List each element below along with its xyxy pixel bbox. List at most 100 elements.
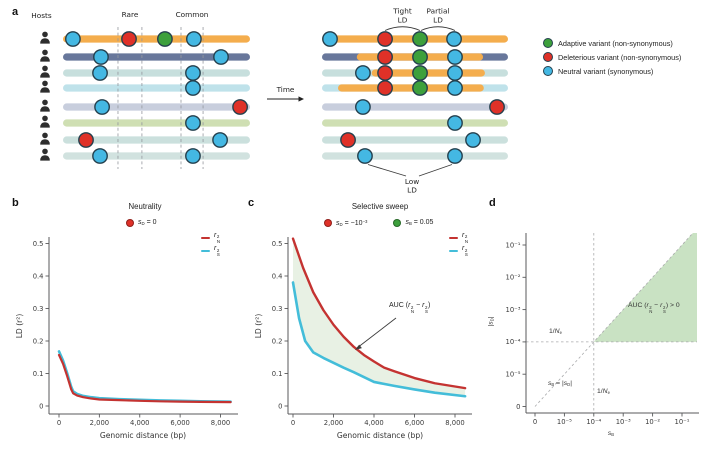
neutral-variant-dot <box>185 65 201 81</box>
adaptive-variant-dot <box>412 65 428 81</box>
x-tick-label: 6,000 <box>170 419 189 427</box>
x-tick-label: 10⁻¹ <box>675 418 690 426</box>
deleterious-dot-icon <box>543 52 553 62</box>
condition-dot-icon <box>393 219 402 227</box>
series-line-icon <box>449 236 458 239</box>
deleterious-variant-dot <box>377 80 393 96</box>
neutral-variant-dot <box>446 31 462 47</box>
neutral-variant-dot <box>94 99 110 115</box>
host-icon <box>40 122 50 128</box>
deleterious-variant-dot <box>489 99 505 115</box>
host-icon <box>42 80 48 87</box>
genome-bar <box>322 152 508 160</box>
y-tick-label: 0 <box>278 402 282 410</box>
panel-c-ylabel: LD (r²) <box>254 314 263 339</box>
legend-entry-label: Adaptive variant (non-synonymous) <box>558 38 673 48</box>
legend-entry-label: Neutral variant (synonymous) <box>558 66 654 76</box>
legend-entry-neutral: Neutral variant (synonymous) <box>543 64 681 78</box>
x-tick-label: 6,000 <box>405 419 424 427</box>
x-tick-label: 4,000 <box>130 419 149 427</box>
host-icon <box>40 87 50 93</box>
neutral-dot-icon <box>543 66 553 76</box>
neutral-variant-dot <box>212 132 228 148</box>
y-tick-label: 0.3 <box>272 305 283 313</box>
y-tick-label: 0.5 <box>272 240 283 248</box>
x-tick-label: 10⁻² <box>645 418 660 426</box>
auc-arrow-head <box>355 344 362 350</box>
auc-arrow <box>356 317 397 349</box>
panel-c-xlabel: Genomic distance (bp) <box>337 431 423 440</box>
adaptive-variant-dot <box>157 31 173 47</box>
panel-d-ne-horizontal-label: 1/Ne <box>549 328 562 336</box>
neutral-variant-dot <box>92 65 108 81</box>
neutral-variant-dot <box>447 80 463 96</box>
neutral-variant-dot <box>447 148 463 164</box>
condition-dot-icon <box>324 219 332 227</box>
series-line-icon <box>449 250 458 253</box>
panel-a-diagram: Hosts Rare Common Time Tight LD Partial … <box>31 7 508 195</box>
tight-ld-label: Tight <box>392 7 412 16</box>
low-ld-label2: LD <box>407 186 417 195</box>
x-tick-label: 0 <box>291 419 295 427</box>
curve-r_N2 <box>57 353 232 404</box>
adaptive-dot-icon <box>543 38 553 48</box>
curve-r_S2 <box>291 281 467 398</box>
panel-b-ylabel: LD (r²) <box>15 314 24 339</box>
host-icon <box>42 65 48 72</box>
deleterious-variant-dot <box>232 99 248 115</box>
neutral-variant-dot <box>93 49 109 65</box>
legend-entry-adaptive: Adaptive variant (non-synonymous) <box>543 36 681 50</box>
condition-badge: sB = 0.05 <box>393 219 433 227</box>
common-label: Common <box>176 10 209 19</box>
curve-r_S2 <box>57 350 232 403</box>
host-icon <box>40 155 50 161</box>
panel-label-d: d <box>489 197 496 209</box>
y-tick-label: 10⁻⁵ <box>506 371 521 379</box>
x-tick-label: 8,000 <box>445 419 464 427</box>
adaptive-variant-dot <box>412 31 428 47</box>
low-ld-connector <box>367 164 407 177</box>
hosts-label: Hosts <box>31 11 52 20</box>
low-ld-connector <box>418 164 453 177</box>
auc-fill-region <box>293 238 466 397</box>
genome-bar <box>63 103 250 111</box>
x-tick-label: 0 <box>57 419 61 427</box>
neutral-variant-dot <box>185 31 202 47</box>
legend-entry-label: Deleterious variant (non-synonymous) <box>558 52 682 62</box>
panel-label-b: b <box>12 197 19 209</box>
neutral-variant-dot <box>447 49 463 65</box>
panel-d-plot: 0 10⁻⁵ 10⁻⁴ 10⁻³ 10⁻² 10⁻¹ 0 10⁻⁵ 10⁻⁴ 10⁻³ 10⁻² 10… <box>506 232 699 426</box>
y-tick-label: 10⁻² <box>506 274 521 282</box>
host-icon <box>40 72 50 78</box>
legend-entry-deleterious: Deleterious variant (non-synonymous) <box>543 50 681 64</box>
panel-d-region-label: AUC (r 2 N − r 2 S) > 0 <box>628 302 680 314</box>
host-icon <box>42 148 48 155</box>
tight-ld-brace <box>384 26 421 31</box>
genome-bar <box>322 136 508 144</box>
y-tick-label: 0.4 <box>272 272 283 280</box>
neutral-variant-dot <box>357 148 373 164</box>
panel-d-diagonal-label: sB = |sD| <box>548 380 572 388</box>
neutral-variant-dot <box>447 115 463 131</box>
host-icon <box>40 38 50 44</box>
partial-ld-brace <box>420 26 456 31</box>
panel-b-condition-badges: sD = 0 <box>126 219 157 227</box>
host-icon <box>42 132 48 139</box>
panel-c-auc-annotation: AUC (r 2 N − r 2 S) <box>389 302 431 314</box>
genome-bar <box>63 152 250 160</box>
x-tick-label: 8,000 <box>211 419 230 427</box>
host-icon <box>42 115 48 122</box>
neutral-variant-dot <box>213 49 229 65</box>
y-tick-label: 10⁻⁴ <box>506 338 521 346</box>
partial-ld-label: Partial <box>427 7 450 16</box>
panel-b-xlabel: Genomic distance (bp) <box>100 431 186 440</box>
deleterious-variant-dot <box>377 49 393 65</box>
neutral-variant-dot <box>185 115 201 131</box>
panel-c-condition-badges: sD = −10−3 sB = 0.05 <box>324 219 433 227</box>
condition-badge: sD = −10−3 <box>324 219 367 227</box>
